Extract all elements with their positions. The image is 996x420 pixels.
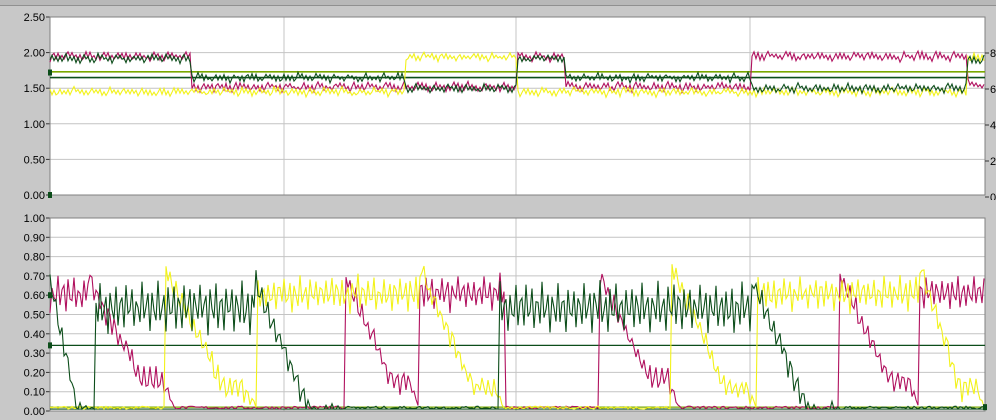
bottom-y-tick-label: 0.30 [24,348,45,360]
top-right-tick-label: 8 [990,48,996,60]
bottom-y-tick-label: 0.10 [24,387,45,399]
top-frame [49,16,986,196]
bottom-frame [49,217,986,412]
bottom-y-tick-label: 0.50 [24,310,45,322]
top-y-tick-label: 0.00 [24,190,45,202]
bottom-y-tick-label: 1.00 [24,213,45,225]
bottom-series-magenta [49,272,985,410]
bottom-series-yellow [49,264,985,410]
top-right-tick-label: 6 [990,84,996,96]
bottom-y-tick-label: 0.70 [24,271,45,283]
bottom-left-marker [48,342,52,349]
bottom-y-tick-label: 0.80 [24,252,45,264]
top-right-tick-label: 2 [990,156,996,168]
top-chart: 0.00 0.50 1.00 1.50 2.00 2.50 8 6 4 2 0 [24,12,996,204]
top-right-tick-label: 0 [990,192,996,204]
bottom-y-tick-label: 0.40 [24,329,45,341]
bottom-y-tick-label: 0.60 [24,290,45,302]
bottom-chart: 0.00 0.10 0.20 0.30 0.40 0.50 0.60 0.70 0.80 0.90… [24,213,987,418]
top-y-tick-label: 2.00 [24,48,45,60]
bottom-y-tick-label: 0.20 [24,367,45,379]
bottom-series-green [49,270,985,411]
top-y-tick-label: 1.50 [24,83,45,95]
top-right-axis: 8 6 4 2 0 [985,48,996,204]
top-left-marker [48,192,52,198]
top-y-tick-label: 1.00 [24,119,45,131]
top-plot-area [50,17,985,195]
bottom-left-marker [48,292,52,299]
top-strip [0,0,996,5]
top-left-marker [48,69,52,76]
chart-separator [0,200,996,208]
bottom-y-tick-label: 0.90 [24,232,45,244]
bottom-right-marker [983,404,987,411]
top-series-green [49,51,985,96]
top-right-tick-label: 4 [990,120,996,132]
top-strip-edge [0,5,996,6]
top-y-tick-label: 0.50 [24,154,45,166]
top-y-tick-label: 2.50 [24,12,45,24]
bottom-y-tick-label: 0.00 [24,406,45,418]
